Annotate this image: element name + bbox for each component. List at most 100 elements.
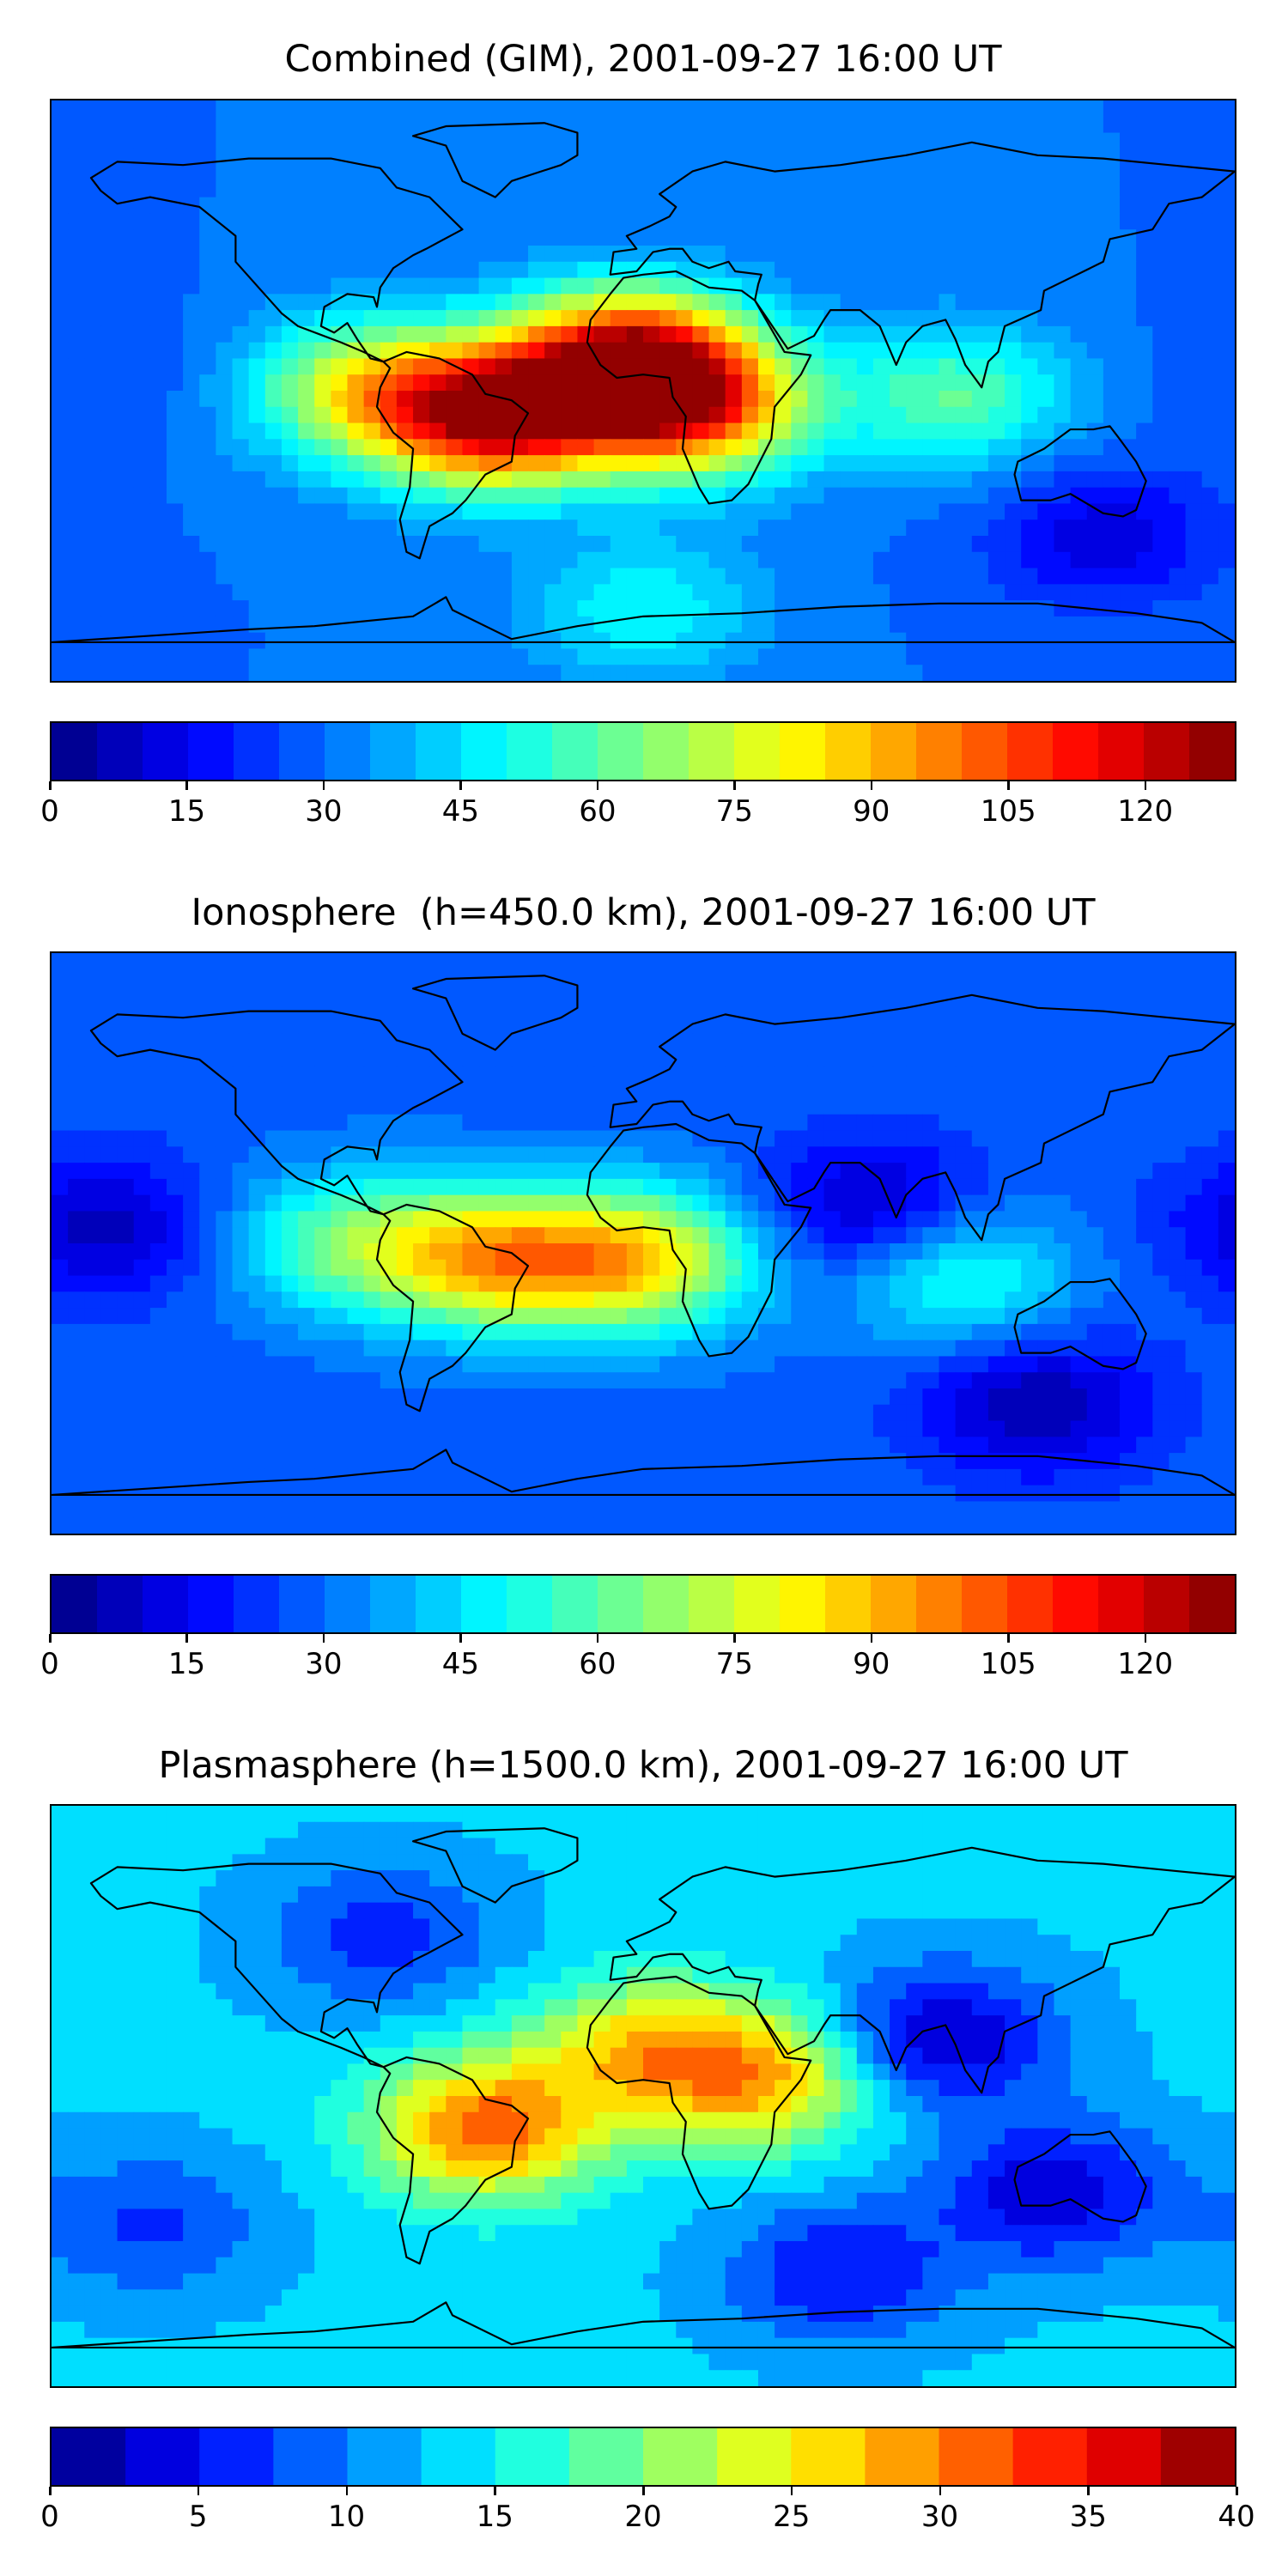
contour-cell [1120,406,1137,424]
contour-cell [1136,116,1153,134]
contour-cell [1169,180,1187,198]
contour-cell [659,1146,677,1163]
contour-cell [1070,665,1088,681]
contour-cell [890,180,907,198]
contour-cell [1152,1340,1170,1358]
contour-cell [1152,1194,1170,1212]
contour-cell [133,165,151,182]
contour-cell [149,1468,167,1486]
contour-cell [1070,953,1088,970]
contour-cell [577,422,595,440]
contour-cell [1136,1211,1153,1228]
contour-cell [1185,310,1203,327]
contour-cell [68,1388,85,1406]
contour-cell [610,1243,628,1261]
contour-cell [462,568,480,585]
contour-cell [1103,132,1121,149]
contour-cell [396,1259,414,1277]
contour-cell [1086,165,1104,182]
contour-cell [264,1001,283,1018]
contour-cell [872,422,890,440]
contour-cell [676,503,694,520]
contour-cell [757,1437,775,1454]
contour-cell [52,100,69,118]
contour-cell [166,1340,184,1358]
contour-cell [1201,1001,1219,1018]
contour-cell [823,358,841,375]
contour-cell [183,277,200,295]
contour-cell [1218,551,1235,569]
contour-cell [955,616,973,634]
contour-cell [1021,1146,1038,1163]
contour-cell [232,632,250,650]
contour-cell [331,1114,349,1132]
colorbar-swatch [734,723,781,780]
contour-cell [1201,149,1219,166]
contour-cell [495,1323,513,1341]
contour-cell [117,261,135,279]
contour-cell [872,358,890,375]
contour-cell [298,229,315,246]
contour-cell [264,1437,283,1454]
contour-cell [1037,1082,1055,1099]
contour-cell [1218,648,1235,665]
contour-cell [987,197,1005,215]
contour-cell [939,1259,957,1277]
contour-cell [922,132,940,149]
contour-cell [232,325,250,343]
contour-cell [380,229,398,246]
contour-cell [166,229,184,246]
contour-cell [1218,1033,1235,1051]
contour-cell [692,422,710,440]
contour-cell [708,1146,726,1163]
contour-cell [52,406,69,424]
contour-cell [971,969,989,987]
contour-cell [544,503,562,520]
contour-cell [199,1243,216,1261]
contour-cell [807,1323,825,1341]
contour-cell [725,358,743,375]
contour-cell [232,1178,250,1196]
contour-cell [248,665,266,681]
contour-cell [1070,1388,1088,1406]
contour-cell [971,1437,989,1454]
contour-cell [577,648,595,665]
contour-cell [775,294,792,311]
contour-cell [561,1018,579,1035]
contour-cell [478,455,496,472]
contour-cell [52,648,69,665]
contour-cell [955,1259,973,1277]
contour-cell [495,1049,513,1067]
contour-cell [659,277,677,295]
contour-cell [133,422,151,440]
contour-cell [149,229,167,246]
contour-cell [216,1098,234,1115]
contour-cell [1054,229,1072,246]
contour-cell [823,1178,841,1196]
contour-cell [1136,584,1153,601]
contour-cell [429,325,447,343]
contour-cell [708,953,726,970]
contour-cell [610,1098,628,1115]
contour-cell [52,471,69,489]
contour-cell [561,1243,579,1261]
contour-cell [396,325,414,343]
contour-cell [166,953,184,970]
contour-cell [149,1066,167,1083]
contour-cell [347,665,365,681]
contour-cell [626,1178,644,1196]
contour-cell [396,358,414,375]
contour-cell [1086,358,1104,375]
contour-cell [692,213,710,230]
contour-cell [775,1130,792,1147]
contour-cell [331,342,349,360]
contour-cell [906,1082,923,1099]
contour-cell [741,180,759,198]
colorbar-tick-mark [596,781,599,790]
contour-cell [643,536,660,553]
contour-cell [791,1082,808,1099]
contour-cell [676,277,694,295]
contour-cell [331,1001,349,1018]
contour-cell [1120,1420,1137,1437]
contour-cell [478,391,496,408]
